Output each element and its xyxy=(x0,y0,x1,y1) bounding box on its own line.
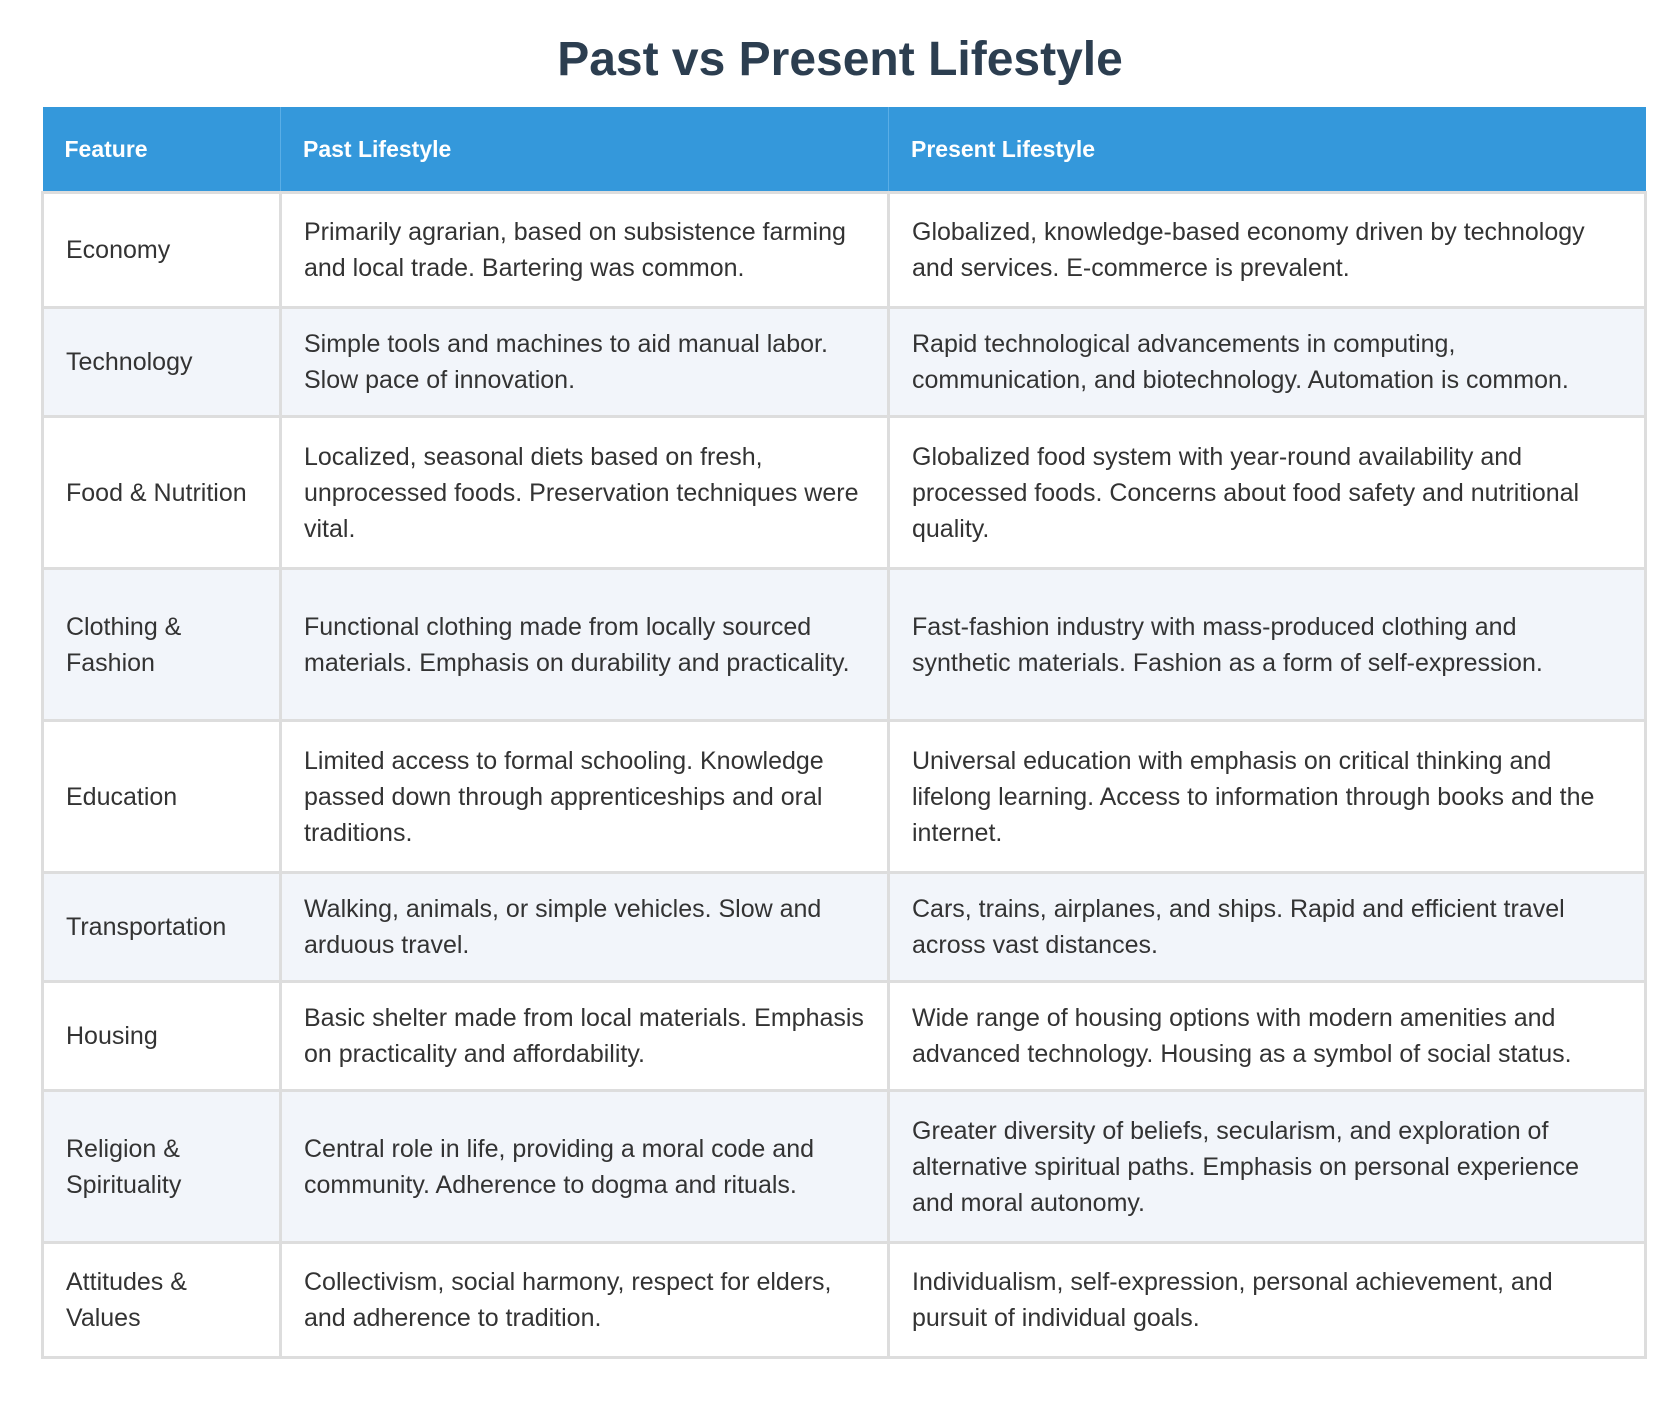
past-cell: Basic shelter made from local materials.… xyxy=(279,980,890,1092)
header-row: Feature Past Lifestyle Present Lifestyle xyxy=(42,107,1646,193)
feature-cell: Religion & Spirituality xyxy=(41,1089,282,1244)
past-cell: Primarily agrarian, based on subsistence… xyxy=(279,191,890,309)
table-body: Economy Primarily agrarian, based on sub… xyxy=(41,191,1647,1359)
table-row: Transportation Walking, animals, or simp… xyxy=(41,871,1647,983)
past-cell: Limited access to formal schooling. Know… xyxy=(279,719,890,874)
present-cell: Fast-fashion industry with mass-produced… xyxy=(887,567,1647,722)
table-row: Technology Simple tools and machines to … xyxy=(41,306,1647,418)
feature-cell: Attitudes & Values xyxy=(41,1241,282,1359)
column-header-present: Present Lifestyle xyxy=(888,107,1646,193)
past-cell: Collectivism, social harmony, respect fo… xyxy=(279,1241,890,1359)
table-row: Economy Primarily agrarian, based on sub… xyxy=(41,191,1647,309)
present-cell: Greater diversity of beliefs, secularism… xyxy=(887,1089,1647,1244)
feature-cell: Housing xyxy=(41,980,282,1092)
table-row: Education Limited access to formal schoo… xyxy=(41,719,1647,874)
column-header-past: Past Lifestyle xyxy=(280,107,889,193)
table-header: Feature Past Lifestyle Present Lifestyle xyxy=(42,107,1646,193)
table-row: Housing Basic shelter made from local ma… xyxy=(41,980,1647,1092)
table-row: Religion & Spirituality Central role in … xyxy=(41,1089,1647,1244)
table-row: Attitudes & Values Collectivism, social … xyxy=(41,1241,1647,1359)
past-cell: Localized, seasonal diets based on fresh… xyxy=(279,415,890,570)
feature-cell: Clothing & Fashion xyxy=(41,567,282,722)
past-cell: Functional clothing made from locally so… xyxy=(279,567,890,722)
table-row: Food & Nutrition Localized, seasonal die… xyxy=(41,415,1647,570)
table-row: Clothing & Fashion Functional clothing m… xyxy=(41,567,1647,722)
column-header-feature: Feature xyxy=(42,107,281,193)
present-cell: Globalized food system with year-round a… xyxy=(887,415,1647,570)
feature-cell: Technology xyxy=(41,306,282,418)
page-title: Past vs Present Lifestyle xyxy=(557,33,1123,86)
present-cell: Rapid technological advancements in comp… xyxy=(887,306,1647,418)
present-cell: Globalized, knowledge-based economy driv… xyxy=(887,191,1647,309)
present-cell: Cars, trains, airplanes, and ships. Rapi… xyxy=(887,871,1647,983)
feature-cell: Food & Nutrition xyxy=(41,415,282,570)
feature-cell: Transportation xyxy=(41,871,282,983)
past-cell: Walking, animals, or simple vehicles. Sl… xyxy=(279,871,890,983)
present-cell: Individualism, self-expression, personal… xyxy=(887,1241,1647,1359)
feature-cell: Economy xyxy=(41,191,282,309)
present-cell: Wide range of housing options with moder… xyxy=(887,980,1647,1092)
comparison-table: Feature Past Lifestyle Present Lifestyle… xyxy=(41,107,1647,1359)
present-cell: Universal education with emphasis on cri… xyxy=(887,719,1647,874)
past-cell: Simple tools and machines to aid manual … xyxy=(279,306,890,418)
past-cell: Central role in life, providing a moral … xyxy=(279,1089,890,1244)
feature-cell: Education xyxy=(41,719,282,874)
